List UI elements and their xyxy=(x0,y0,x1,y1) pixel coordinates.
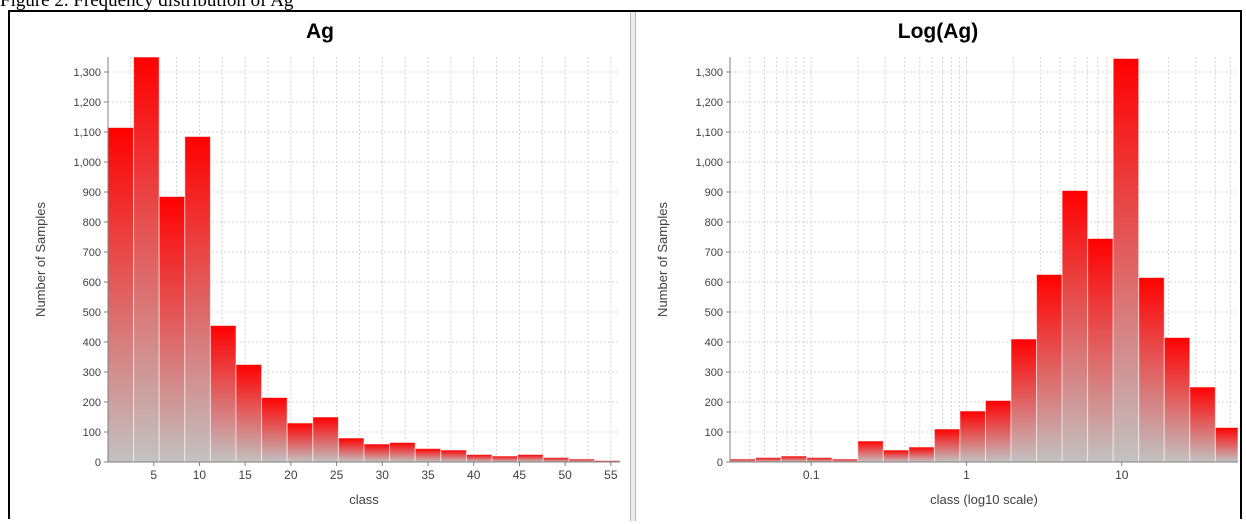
histogram-bar xyxy=(312,416,339,463)
y-tick-label: 0 xyxy=(717,457,723,469)
y-tick-label: 700 xyxy=(83,247,101,259)
y-tick-label: 1,300 xyxy=(73,67,101,79)
histogram-bar xyxy=(261,397,288,463)
histogram-bar xyxy=(1061,190,1089,463)
histogram-bar xyxy=(286,422,314,463)
histogram-bar xyxy=(235,364,263,463)
histogram-bar xyxy=(806,457,833,463)
histogram-bar xyxy=(1112,58,1140,463)
histogram-bar xyxy=(1087,238,1114,463)
chart-title: Log(Ag) xyxy=(897,20,979,43)
x-tick-label: 10 xyxy=(193,468,207,482)
y-tick-label: 800 xyxy=(705,217,723,229)
histogram-bar xyxy=(440,449,467,463)
chart-frame: Ag 0 100 200 300 400 500 600 700 800 900 1,000 1,10… xyxy=(8,10,1242,521)
x-tick-label: 20 xyxy=(284,468,298,482)
chart-ag: 0 100 200 300 400 500 600 700 800 900 1,000 1,100 1,… xyxy=(33,56,621,507)
x-tick-label: 55 xyxy=(604,468,618,482)
histogram-bar xyxy=(465,454,493,463)
histogram-bar xyxy=(517,454,544,463)
y-tick-label: 400 xyxy=(83,337,101,349)
y-tick-label: 200 xyxy=(705,397,723,409)
y-tick-label: 1,200 xyxy=(695,97,723,109)
y-axis-label: Number of Samples xyxy=(655,202,670,317)
x-tick-label: 30 xyxy=(376,468,390,482)
y-tick-label: 500 xyxy=(83,307,101,319)
histogram-bar xyxy=(984,400,1012,463)
histogram-bar xyxy=(209,325,237,463)
histogram-bar xyxy=(908,446,935,463)
x-tick-label: 40 xyxy=(467,468,481,482)
x-tick-label: 50 xyxy=(558,468,572,482)
y-tick-label: 1,100 xyxy=(695,127,723,139)
histogram-bar xyxy=(414,448,442,463)
x-axis-label: class (log10 scale) xyxy=(930,492,1038,507)
histogram-bar xyxy=(158,196,186,463)
histogram-bar xyxy=(133,56,160,463)
histogram-bar xyxy=(959,410,986,463)
y-tick-label: 1,000 xyxy=(73,157,101,169)
y-axis-label: Number of Samples xyxy=(33,202,48,317)
x-tick-label: 0.1 xyxy=(803,468,820,482)
y-tick-label: 400 xyxy=(705,337,723,349)
histogram-bar xyxy=(542,457,570,463)
y-tick-label: 1,300 xyxy=(695,67,723,79)
y-tick-label: 300 xyxy=(705,367,723,379)
histogram-bar xyxy=(337,437,365,463)
histogram-bar xyxy=(363,443,391,463)
histogram-bar xyxy=(1036,274,1063,463)
y-tick-label: 900 xyxy=(83,187,101,199)
chart-panel-ag: Ag 0 100 200 300 400 500 600 700 800 900 1,000 1,10… xyxy=(10,12,630,519)
chart-panel-log-ag: Log(Ag) 0 100 200 300 400 500 600 700 800 900 1,00… xyxy=(636,12,1240,519)
x-tick-label: 15 xyxy=(238,468,252,482)
x-axis-label: class xyxy=(349,492,379,507)
y-tick-label: 1,100 xyxy=(73,127,101,139)
histogram-bar xyxy=(780,455,808,463)
panel-divider[interactable] xyxy=(630,12,636,521)
histogram-bar xyxy=(1138,277,1165,463)
histogram-bar xyxy=(389,442,416,463)
y-tick-label: 0 xyxy=(95,457,101,469)
y-tick-label: 600 xyxy=(705,277,723,289)
histogram-bar xyxy=(857,440,884,463)
histogram-bar xyxy=(184,136,211,463)
y-tick-label: 300 xyxy=(83,367,101,379)
chart-title: Ag xyxy=(306,20,334,43)
histogram-bar xyxy=(1189,386,1216,463)
x-tick-label: 1 xyxy=(963,468,970,482)
figure-caption: Figure 2. Frequency distribution of Ag xyxy=(0,0,294,11)
x-tick-label: 45 xyxy=(513,468,527,482)
histogram-bar xyxy=(933,428,961,463)
y-tick-label: 1,000 xyxy=(695,157,723,169)
x-tick-label: 25 xyxy=(330,468,344,482)
y-tick-label: 900 xyxy=(705,187,723,199)
x-tick-label: 35 xyxy=(421,468,435,482)
y-tick-label: 100 xyxy=(83,427,101,439)
y-tick-label: 700 xyxy=(705,247,723,259)
histogram-bar xyxy=(491,455,519,463)
y-tick-label: 600 xyxy=(83,277,101,289)
x-tick-label: 10 xyxy=(1115,468,1129,482)
y-tick-label: 1,200 xyxy=(73,97,101,109)
histogram-bar xyxy=(882,449,910,463)
histogram-bar xyxy=(1163,337,1191,463)
y-tick-label: 100 xyxy=(705,427,723,439)
y-tick-label: 500 xyxy=(705,307,723,319)
histogram-bar xyxy=(1010,338,1038,463)
x-tick-label: 5 xyxy=(150,468,157,482)
chart-log-ag: 0 100 200 300 400 500 600 700 800 900 1,000 1,100 1,… xyxy=(655,57,1239,507)
histogram-bar xyxy=(107,127,135,463)
histogram-bar xyxy=(755,457,782,463)
y-tick-label: 800 xyxy=(83,217,101,229)
histogram-bar xyxy=(1214,427,1239,463)
y-tick-label: 200 xyxy=(83,397,101,409)
